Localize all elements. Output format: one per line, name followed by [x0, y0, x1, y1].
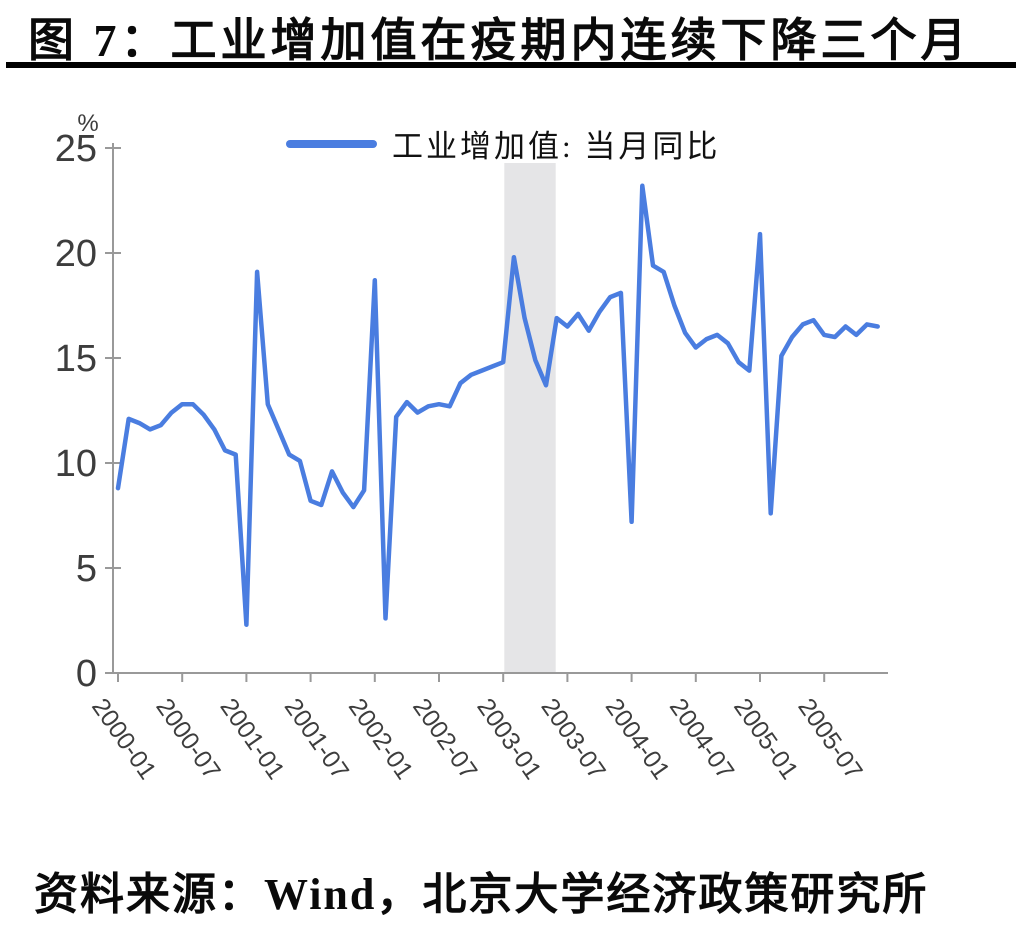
x-tick-label: 2000-07	[150, 693, 226, 784]
series-line	[115, 183, 880, 627]
x-tick-label: 2001-07	[279, 693, 355, 784]
x-tick-label: 2003-01	[471, 693, 547, 784]
y-tick-label: 10	[55, 443, 97, 485]
source-note: 资料来源：Wind，北京大学经济政策研究所	[34, 870, 929, 919]
y-tick-label: 20	[55, 233, 97, 275]
legend-label: 工业增加值: 当月同比	[392, 129, 720, 164]
y-axis-unit-label: %	[77, 110, 98, 137]
y-tick-label: 15	[55, 338, 97, 380]
x-tick-label: 2003-07	[535, 693, 611, 784]
epidemic-period-band	[504, 163, 556, 673]
title-underline	[6, 62, 1016, 68]
x-tick-label: 2004-01	[600, 693, 676, 784]
figure-title: 图 7：工业增加值在疫期内连续下降三个月	[28, 15, 971, 66]
x-tick-label: 2002-07	[407, 693, 483, 784]
x-tick-label: 2001-01	[214, 693, 290, 784]
x-tick-label: 2005-07	[792, 693, 868, 784]
y-tick-label: 5	[76, 548, 97, 590]
y-tick-label: 0	[76, 653, 97, 695]
axes-line	[112, 143, 888, 674]
x-tick-label: 2000-01	[86, 693, 162, 784]
x-tick-label: 2002-01	[343, 693, 419, 784]
x-tick-label: 2005-01	[728, 693, 804, 784]
y-tick-label: 25	[55, 128, 97, 170]
x-tick-label: 2004-07	[664, 693, 740, 784]
